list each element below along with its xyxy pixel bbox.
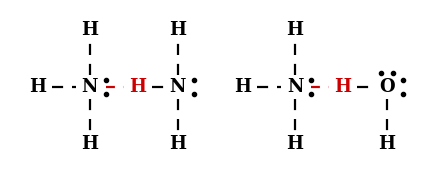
Text: H: H — [378, 135, 396, 153]
Text: H: H — [82, 21, 98, 39]
Text: H: H — [286, 21, 304, 39]
Text: H: H — [82, 135, 98, 153]
Text: H: H — [234, 78, 252, 96]
Text: H: H — [169, 135, 187, 153]
Text: H: H — [169, 21, 187, 39]
Text: N: N — [287, 78, 303, 96]
Text: N: N — [82, 78, 98, 96]
Text: H: H — [30, 78, 46, 96]
Text: H: H — [286, 135, 304, 153]
Text: H: H — [335, 78, 351, 96]
Text: H: H — [129, 78, 147, 96]
Text: N: N — [170, 78, 186, 96]
Text: O: O — [379, 78, 395, 96]
